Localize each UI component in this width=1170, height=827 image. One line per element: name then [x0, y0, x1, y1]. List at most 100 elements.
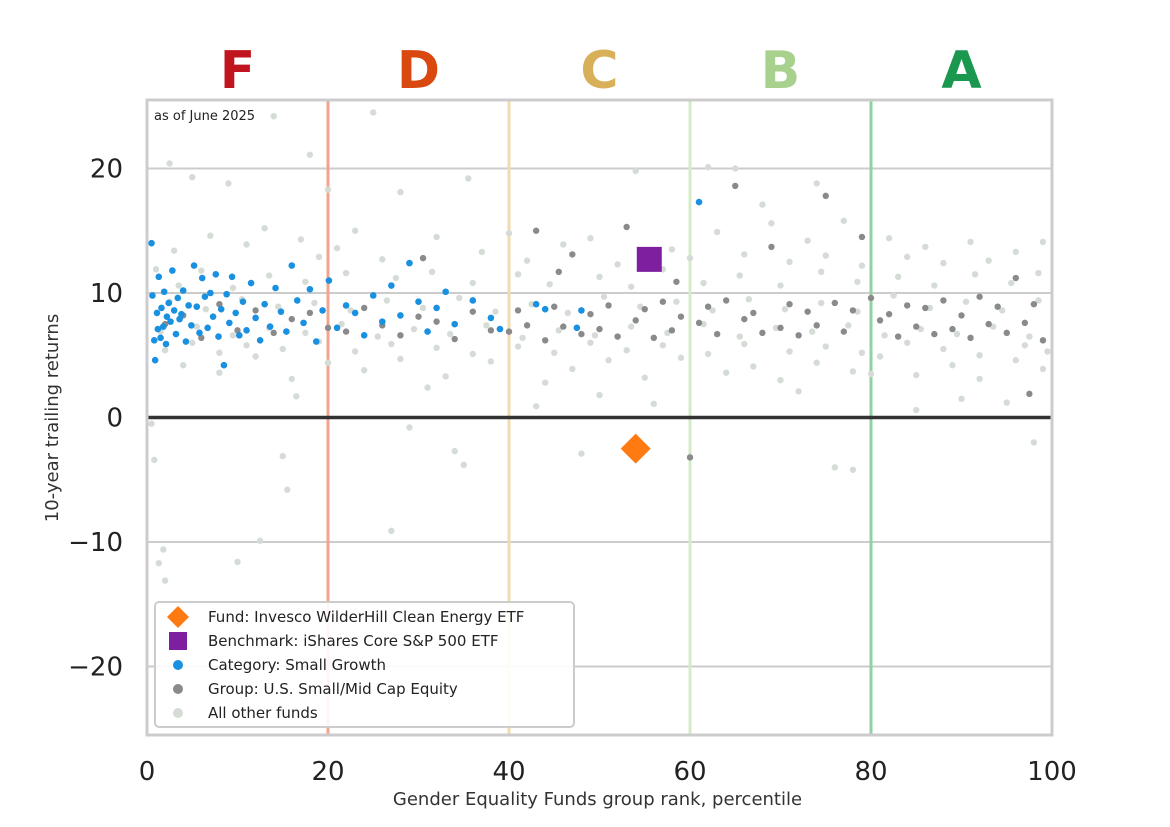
data-point: [976, 352, 983, 359]
data-point: [302, 329, 309, 337]
data-point: [239, 298, 247, 306]
data-point: [160, 288, 168, 296]
benchmark-marker: [636, 246, 662, 272]
data-point: [555, 268, 562, 276]
data-point: [226, 319, 233, 327]
data-point: [650, 400, 657, 408]
data-point: [759, 329, 766, 337]
data-point: [876, 317, 884, 324]
data-point: [159, 323, 167, 330]
data-point: [172, 330, 180, 338]
data-point: [1021, 342, 1029, 349]
data-point: [560, 323, 567, 330]
data-point: [433, 344, 440, 351]
data-point: [342, 328, 350, 335]
data-point: [940, 345, 947, 353]
data-point: [256, 337, 264, 344]
data-point: [1035, 269, 1042, 277]
data-point: [193, 303, 201, 310]
data-point: [632, 167, 639, 175]
data-point: [306, 309, 314, 317]
y-axis-label: 10-year trailing returns: [42, 314, 63, 522]
grade-label-a: A: [941, 41, 981, 101]
grade-label-d: D: [397, 41, 440, 101]
data-point: [700, 279, 707, 287]
data-point: [229, 284, 237, 292]
data-point: [523, 322, 531, 329]
data-point: [174, 294, 182, 302]
legend-label: Category: Small Growth: [208, 656, 386, 674]
data-point: [587, 339, 594, 346]
data-point: [641, 305, 648, 313]
data-point: [867, 294, 875, 302]
data-point: [483, 322, 490, 329]
data-point: [460, 461, 467, 469]
data-point: [777, 324, 784, 332]
data-point: [351, 348, 359, 355]
data-point: [967, 334, 974, 342]
data-point: [940, 297, 947, 304]
data-point: [704, 164, 712, 171]
data-point: [277, 308, 285, 315]
data-point: [209, 313, 217, 320]
x-tick-label: 40: [492, 757, 525, 787]
data-point: [151, 356, 159, 364]
data-point: [542, 379, 549, 386]
data-point: [831, 464, 838, 471]
legend-label: Fund: Invesco WilderHill Clean Energy ET…: [208, 608, 524, 626]
data-point: [1003, 399, 1010, 406]
data-point: [428, 268, 436, 276]
data-point: [614, 261, 621, 268]
data-point: [148, 239, 155, 247]
data-point: [465, 175, 472, 182]
data-point: [451, 447, 458, 455]
data-point: [202, 305, 210, 313]
data-point: [573, 324, 581, 332]
data-point: [165, 299, 173, 307]
data-point: [148, 420, 155, 427]
data-point: [252, 314, 259, 322]
data-point: [858, 349, 866, 356]
data-point: [587, 310, 594, 318]
data-point: [388, 527, 395, 535]
data-point: [926, 304, 934, 312]
data-point: [284, 486, 291, 493]
data-point: [160, 546, 167, 553]
data-point: [198, 334, 205, 342]
data-point: [169, 267, 176, 274]
data-point: [605, 302, 612, 309]
grade-label-c: C: [580, 41, 618, 101]
data-point: [985, 320, 992, 328]
data-point: [185, 302, 192, 309]
data-point: [704, 350, 712, 358]
data-point: [804, 237, 811, 244]
data-point: [532, 300, 540, 308]
data-point: [1021, 319, 1029, 327]
data-point: [170, 247, 178, 254]
data-point: [152, 266, 160, 273]
data-point: [885, 310, 893, 318]
data-point: [1039, 238, 1047, 246]
data-point: [962, 298, 970, 305]
data-point: [686, 254, 694, 262]
data-point: [180, 362, 187, 369]
data-point: [158, 304, 165, 312]
data-point: [949, 362, 956, 369]
data-point: [1012, 248, 1019, 256]
data-point: [167, 318, 174, 325]
data-point: [514, 307, 522, 314]
data-point: [300, 319, 307, 327]
data-point: [596, 273, 603, 281]
data-point: [881, 332, 888, 339]
data-point: [976, 293, 983, 300]
legend: Fund: Invesco WilderHill Clean Energy ET…: [154, 601, 575, 728]
data-point: [215, 333, 222, 340]
data-point: [514, 343, 522, 350]
data-point: [388, 282, 395, 289]
data-point: [217, 305, 225, 313]
data-point: [212, 271, 220, 278]
data-point: [555, 327, 562, 334]
data-point: [302, 278, 309, 285]
data-point: [532, 227, 540, 234]
data-point: [542, 337, 549, 344]
